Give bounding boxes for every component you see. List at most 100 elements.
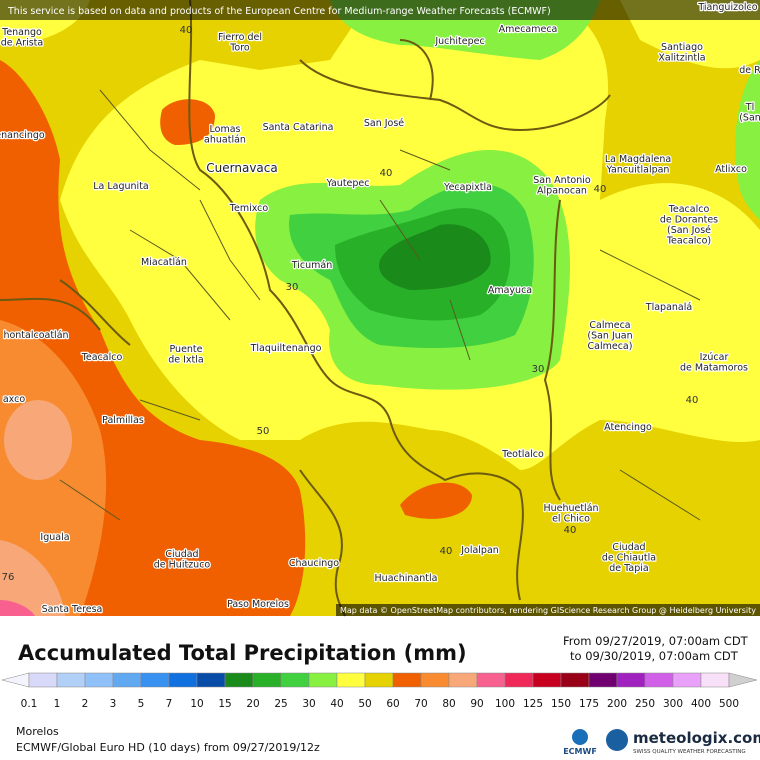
place-label: Tianguizolco (697, 2, 757, 13)
place-label: de Ixtla (168, 355, 204, 366)
contour-label: 50 (257, 426, 270, 437)
region: Morelos (16, 725, 59, 738)
place-label: Ciudad (612, 542, 645, 553)
scale-label: 175 (579, 698, 599, 710)
scale-swatch (112, 672, 142, 688)
meteologix-logo (606, 729, 628, 751)
place-label: Lomas (210, 124, 241, 135)
scale-label: 100 (495, 698, 515, 710)
scale-label: 1 (54, 698, 61, 710)
place-label: Tl (745, 102, 754, 113)
place-label: La Magdalena (605, 154, 671, 165)
scale-label: 30 (302, 698, 315, 710)
place-label: Santa Catarina (263, 122, 334, 133)
place-label: Tenango (1, 27, 42, 38)
place-label: Calmeca) (588, 341, 633, 352)
scale-label: 125 (523, 698, 543, 710)
place-label: Atencingo (604, 422, 652, 433)
contour-label: 30 (532, 364, 545, 375)
contour-label: 30 (286, 282, 299, 293)
map: This service is based on data and produc… (0, 0, 760, 617)
place-label: Juchitepec (434, 36, 484, 47)
scale-swatch (84, 672, 114, 688)
place-label: Iguala (40, 532, 69, 543)
place-label: de Huitzuco (154, 560, 211, 571)
ecmwf-text: ECMWF (563, 747, 597, 756)
brand: meteologix.com (633, 729, 760, 747)
contour-label: 40 (686, 395, 699, 406)
attribution: This service is based on data and produc… (7, 6, 551, 17)
scale-swatch (196, 672, 226, 688)
scale-swatch (56, 672, 86, 688)
attribution-bar (0, 0, 760, 20)
place-label: hontalcoatlán (3, 330, 68, 341)
place-label: enancingo (0, 130, 45, 141)
contour-label: 40 (440, 546, 453, 557)
borders (0, 0, 701, 617)
place-label: Amecameca (499, 24, 558, 35)
scale-swatch (252, 672, 282, 688)
scale-label: 5 (138, 698, 145, 710)
place-label: (San José (667, 225, 711, 236)
place-label: Atlixco (715, 164, 747, 175)
credit-bar (336, 604, 760, 616)
place-label: Santa Teresa (42, 604, 103, 615)
place-label: Teacalco (668, 204, 710, 215)
place-label: Yancuitlalpan (606, 165, 670, 176)
place-label: San José (364, 118, 404, 129)
scale-swatch (532, 672, 562, 688)
place-label: axco (3, 394, 25, 405)
place-label: Tlaquiltenango (250, 343, 322, 354)
scale-label: 2 (82, 698, 89, 710)
scale-label: 300 (663, 698, 683, 710)
scale-label: 70 (414, 698, 427, 710)
place-label: Ciudad (165, 549, 198, 560)
place-label: Jolalpan (460, 545, 499, 556)
scale-label: 400 (691, 698, 711, 710)
scale-swatch (700, 672, 730, 688)
place-label: Teacalco) (666, 236, 711, 247)
scale-swatch (168, 672, 198, 688)
place-label: San Antonio (533, 175, 591, 186)
model-info: ECMWF/Global Euro HD (10 days) from 09/2… (16, 741, 320, 754)
scale-label: 500 (719, 698, 739, 710)
contour-label: 76 (2, 572, 15, 583)
place-label: de Arista (1, 38, 43, 49)
contour-label: 40 (564, 525, 577, 536)
scale-swatch (28, 672, 58, 688)
place-label: Izúcar (700, 352, 729, 363)
scale-label: 60 (386, 698, 399, 710)
place-label: de Chiautla (602, 553, 656, 564)
place-label: (San Juan (587, 331, 632, 342)
scale-swatch (280, 672, 310, 688)
scale-swatch (392, 672, 422, 688)
contour-label: 40 (180, 25, 193, 36)
place-label: Miacatlán (141, 257, 187, 268)
date-from: From 09/27/2019, 07:00am CDT (563, 634, 749, 648)
place-label: Cuernavaca (206, 161, 277, 175)
place-label: Palmillas (102, 415, 144, 426)
scale-label: 50 (358, 698, 371, 710)
scale-label: 20 (246, 698, 259, 710)
place-label: Xalitzintla (658, 53, 705, 64)
place-label: Paso Morelos (227, 599, 289, 610)
scale-swatch (588, 672, 618, 688)
scale-swatch (672, 672, 702, 688)
place-label: Huachinantla (375, 573, 438, 584)
scale-label: 150 (551, 698, 571, 710)
scale-label: 15 (218, 698, 231, 710)
scale-swatch (476, 672, 506, 688)
scale-swatch (616, 672, 646, 688)
scale-swatch (336, 672, 366, 688)
scale-arrow (1, 672, 30, 688)
date-to: to 09/30/2019, 07:00am CDT (570, 649, 739, 663)
ecmwf-logo (572, 729, 588, 745)
place-label: Puente (169, 344, 202, 355)
scale-label: 200 (607, 698, 627, 710)
scale-label: 250 (635, 698, 655, 710)
scale-swatch (364, 672, 394, 688)
tagline: SWISS QUALITY WEATHER FORECASTING (633, 749, 746, 755)
scale-swatch (644, 672, 674, 688)
scale-swatch (448, 672, 478, 688)
place-label: de R (739, 65, 760, 76)
